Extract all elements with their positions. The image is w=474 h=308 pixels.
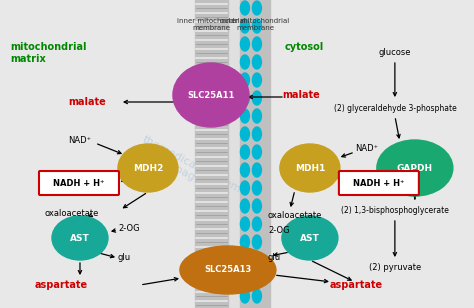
Ellipse shape [253, 163, 262, 177]
Text: oxaloacetate: oxaloacetate [268, 210, 322, 220]
Ellipse shape [173, 63, 249, 127]
Ellipse shape [240, 55, 249, 69]
Text: glu: glu [118, 253, 131, 262]
Bar [240, 0, 270, 308]
FancyBboxPatch shape [39, 171, 119, 195]
Text: AST: AST [300, 233, 320, 242]
Ellipse shape [282, 216, 338, 260]
Ellipse shape [253, 253, 262, 267]
Text: 2-OG: 2-OG [118, 224, 139, 233]
Ellipse shape [240, 235, 249, 249]
Text: malate: malate [282, 90, 319, 100]
Text: mitochondrial
matrix: mitochondrial matrix [10, 42, 86, 63]
Ellipse shape [253, 145, 262, 159]
Ellipse shape [240, 289, 249, 303]
Text: malate: malate [68, 97, 106, 107]
Ellipse shape [240, 37, 249, 51]
Ellipse shape [240, 271, 249, 285]
Ellipse shape [253, 73, 262, 87]
Text: aspartate: aspartate [330, 280, 383, 290]
Ellipse shape [240, 217, 249, 231]
Ellipse shape [253, 217, 262, 231]
Ellipse shape [118, 144, 178, 192]
Ellipse shape [253, 289, 262, 303]
Ellipse shape [280, 144, 340, 192]
Ellipse shape [240, 109, 249, 123]
Text: SLC25A11: SLC25A11 [187, 91, 235, 99]
Text: NAD⁺: NAD⁺ [68, 136, 91, 144]
Text: (2) pyruvate: (2) pyruvate [369, 264, 421, 273]
Ellipse shape [253, 181, 262, 195]
Ellipse shape [240, 1, 249, 15]
Ellipse shape [253, 199, 262, 213]
Ellipse shape [240, 145, 249, 159]
Ellipse shape [253, 1, 262, 15]
Ellipse shape [253, 271, 262, 285]
Ellipse shape [253, 127, 262, 141]
Ellipse shape [377, 140, 453, 196]
Text: themedicalbiochemistry
page.org: themedicalbiochemistry page.org [135, 134, 264, 216]
Ellipse shape [253, 109, 262, 123]
Text: MDH1: MDH1 [295, 164, 325, 172]
Text: 2-OG: 2-OG [268, 225, 290, 234]
Text: AST: AST [70, 233, 90, 242]
Bar [270, 0, 474, 308]
Ellipse shape [240, 73, 249, 87]
Text: MDH2: MDH2 [133, 164, 163, 172]
Text: glu: glu [268, 253, 281, 262]
Text: (2) glyceraldehyde 3-phosphate: (2) glyceraldehyde 3-phosphate [334, 103, 456, 112]
Text: SLC25A13: SLC25A13 [204, 265, 252, 274]
Ellipse shape [253, 91, 262, 105]
Ellipse shape [253, 235, 262, 249]
Bar [0, 0, 195, 308]
Ellipse shape [240, 181, 249, 195]
Text: (2) 1,3-bisphosphoglycerate: (2) 1,3-bisphosphoglycerate [341, 205, 449, 214]
Ellipse shape [180, 246, 276, 294]
Text: inner mitochondrial
membrane: inner mitochondrial membrane [176, 18, 246, 31]
Ellipse shape [253, 37, 262, 51]
Ellipse shape [52, 216, 108, 260]
Text: oxaloacetate: oxaloacetate [45, 209, 100, 217]
Text: NADH + H⁺: NADH + H⁺ [353, 179, 405, 188]
Ellipse shape [240, 19, 249, 33]
Bar [225, 0, 270, 308]
Ellipse shape [240, 91, 249, 105]
Ellipse shape [240, 127, 249, 141]
Ellipse shape [240, 199, 249, 213]
Text: NADH + H⁺: NADH + H⁺ [53, 179, 105, 188]
Text: GAPDH: GAPDH [397, 164, 433, 172]
Ellipse shape [253, 55, 262, 69]
FancyBboxPatch shape [339, 171, 419, 195]
Ellipse shape [240, 253, 249, 267]
Text: outer mitochondrial
membrane: outer mitochondrial membrane [220, 18, 290, 31]
Bar [195, 0, 228, 308]
Ellipse shape [240, 163, 249, 177]
Text: aspartate: aspartate [35, 280, 88, 290]
Ellipse shape [253, 19, 262, 33]
Text: glucose: glucose [379, 47, 411, 56]
Text: NAD⁺: NAD⁺ [355, 144, 378, 152]
Text: cytosol: cytosol [285, 42, 324, 52]
